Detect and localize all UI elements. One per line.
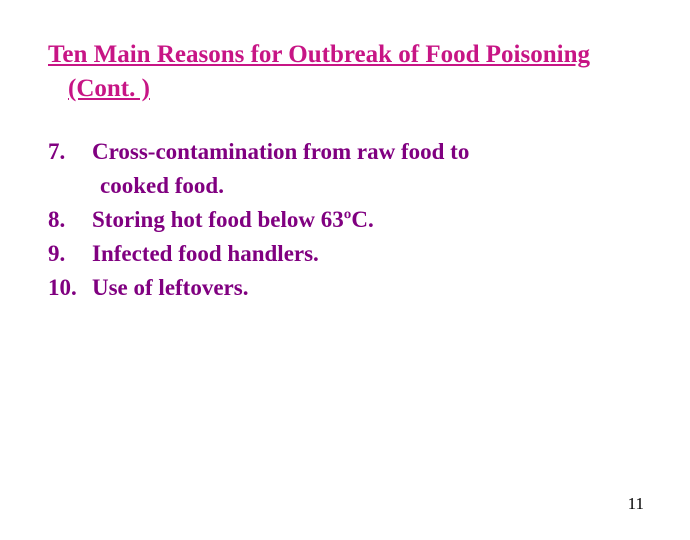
list-item: 9. Infected food handlers. [48,238,650,270]
page-number: 11 [628,494,644,514]
list-text: Infected food handlers. [92,238,650,270]
list-item: 7. Cross-contamination from raw food to [48,136,650,168]
list-number: 8. [48,204,92,236]
list-item: 10. Use of leftovers. [48,272,650,304]
title-line2: (Cont. ) [48,75,150,102]
slide-title: Ten Main Reasons for Outbreak of Food Po… [40,38,650,106]
reasons-list: 7. Cross-contamination from raw food to … [40,136,650,305]
list-text: Cross-contamination from raw food to [92,136,650,168]
title-line1: Ten Main Reasons for Outbreak of Food Po… [48,41,590,68]
list-text: Storing hot food below 63ºC. [92,204,650,236]
list-item-continuation: cooked food. [48,170,650,202]
list-item: 8. Storing hot food below 63ºC. [48,204,650,236]
list-number: 9. [48,238,92,270]
list-text: Use of leftovers. [92,272,650,304]
list-number: 7. [48,136,92,168]
list-number: 10. [48,272,92,304]
